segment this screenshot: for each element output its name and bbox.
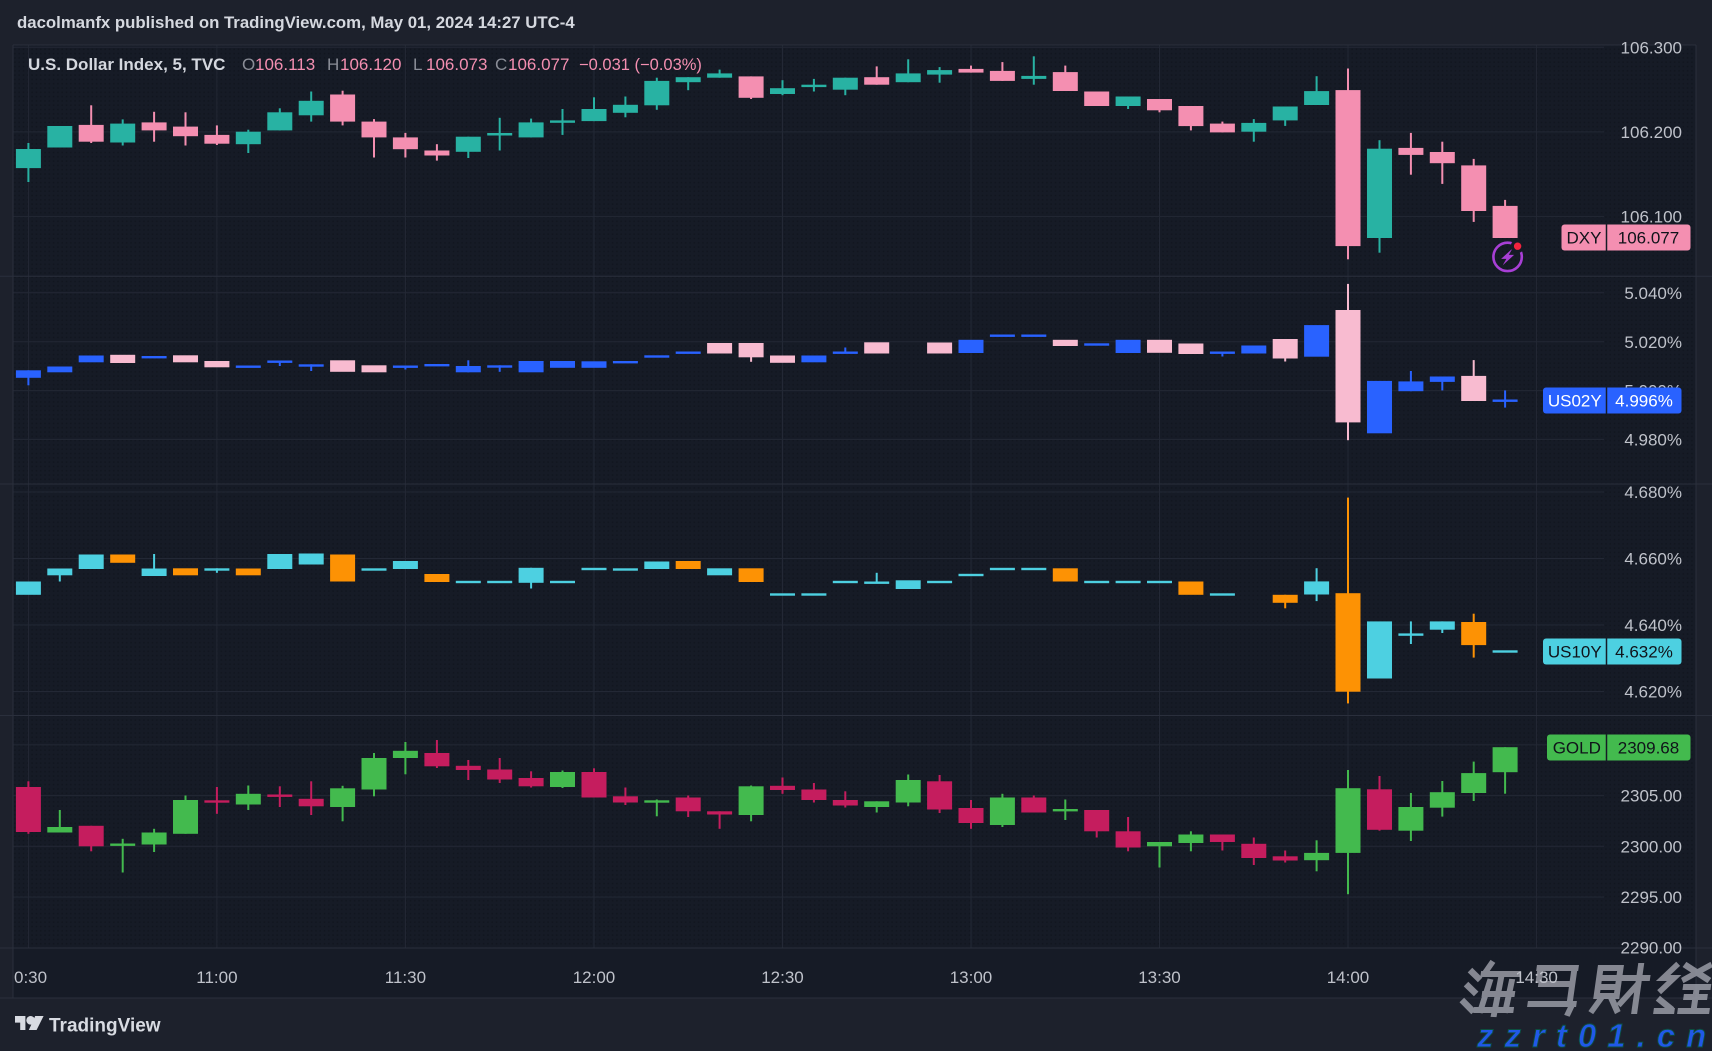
svg-text:zzrt01.cn: zzrt01.cn [1476, 1017, 1712, 1051]
svg-text:12:00: 12:00 [573, 968, 616, 987]
svg-text:106.120: 106.120 [340, 55, 401, 74]
svg-text:106.200: 106.200 [1621, 123, 1682, 142]
svg-text:US10Y: US10Y [1548, 643, 1602, 662]
svg-text:2309.68: 2309.68 [1618, 739, 1679, 758]
svg-text:13:00: 13:00 [950, 968, 993, 987]
svg-text:4.680%: 4.680% [1624, 483, 1682, 502]
svg-text:DXY: DXY [1567, 229, 1602, 248]
svg-text:106.077: 106.077 [1618, 229, 1679, 248]
svg-text:5.040%: 5.040% [1624, 284, 1682, 303]
svg-text:106.100: 106.100 [1621, 208, 1682, 227]
svg-text:GOLD: GOLD [1553, 739, 1601, 758]
svg-text:H: H [327, 55, 339, 74]
svg-text:O: O [242, 55, 255, 74]
svg-text:14:30: 14:30 [1515, 968, 1558, 987]
svg-text:TradingView: TradingView [49, 1016, 161, 1037]
svg-text:C: C [495, 55, 507, 74]
svg-text:2305.00: 2305.00 [1621, 787, 1682, 806]
svg-text:2290.00: 2290.00 [1621, 939, 1682, 958]
svg-text:2300.00: 2300.00 [1621, 837, 1682, 856]
svg-text:14:00: 14:00 [1327, 968, 1370, 987]
svg-text:106.077: 106.077 [508, 55, 569, 74]
svg-text:4.980%: 4.980% [1624, 430, 1682, 449]
svg-text:106.073: 106.073 [426, 55, 487, 74]
svg-text:13:30: 13:30 [1138, 968, 1181, 987]
svg-text:11:30: 11:30 [385, 968, 426, 987]
svg-text:dacolmanfx published on Tradin: dacolmanfx published on TradingView.com,… [17, 13, 575, 32]
svg-text:−0.031 (−0.03%): −0.031 (−0.03%) [579, 56, 702, 74]
svg-text:US02Y: US02Y [1548, 392, 1602, 411]
svg-text:4.620%: 4.620% [1624, 683, 1682, 702]
svg-text:4.640%: 4.640% [1624, 616, 1682, 635]
svg-text:L: L [413, 55, 422, 74]
svg-text:4.660%: 4.660% [1624, 550, 1682, 569]
svg-text:0:30: 0:30 [14, 968, 47, 987]
svg-text:106.300: 106.300 [1621, 38, 1682, 57]
svg-text:11:00: 11:00 [196, 968, 237, 987]
svg-text:2295.00: 2295.00 [1621, 888, 1682, 907]
svg-text:12:30: 12:30 [761, 968, 804, 987]
svg-text:106.113: 106.113 [255, 55, 315, 74]
svg-text:5.020%: 5.020% [1624, 333, 1682, 352]
svg-text:4.996%: 4.996% [1615, 392, 1673, 411]
svg-text:U.S. Dollar Index, 5, TVC: U.S. Dollar Index, 5, TVC [28, 55, 225, 74]
svg-text:4.632%: 4.632% [1615, 643, 1673, 662]
